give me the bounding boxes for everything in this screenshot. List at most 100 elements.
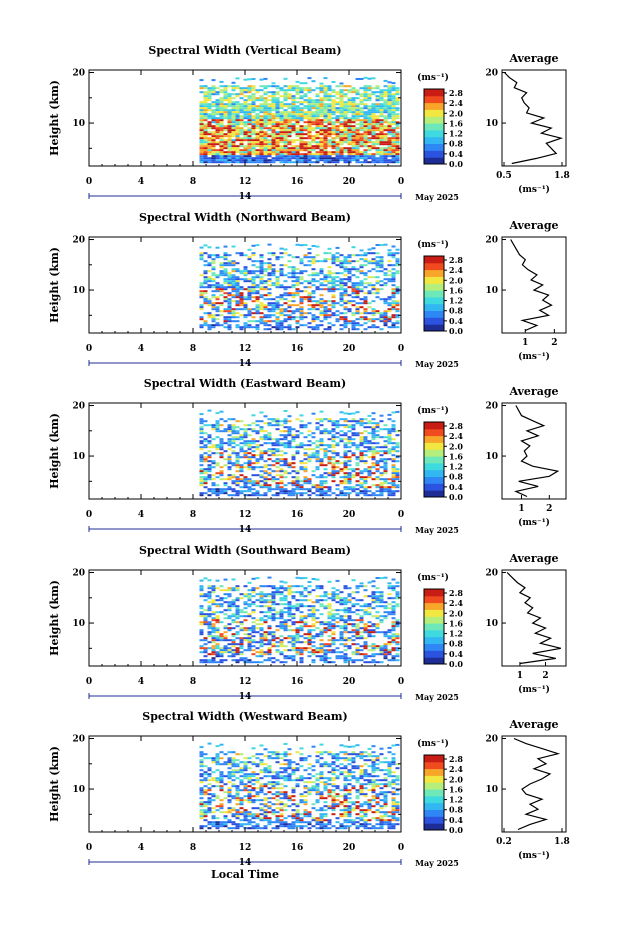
heatmap-cell	[327, 420, 332, 423]
heatmap-cell	[267, 490, 272, 493]
heatmap-cell	[227, 488, 232, 491]
heatmap-cell	[215, 635, 220, 638]
heatmap-cell	[315, 125, 320, 128]
x-tick-label: 16	[291, 344, 304, 354]
heatmap-cell	[391, 133, 396, 136]
heatmap-cell	[227, 300, 232, 303]
heatmap-cell	[383, 147, 388, 150]
heatmap-cell	[355, 290, 360, 293]
heatmap-cell	[235, 456, 240, 459]
heatmap-cell	[319, 424, 324, 427]
heatmap-cell	[279, 268, 284, 271]
heatmap-cell	[291, 119, 296, 122]
heatmap-cell	[239, 486, 244, 489]
colorbar-swatch	[424, 95, 444, 104]
heatmap-cell	[203, 659, 208, 662]
heatmap-cell	[295, 93, 300, 96]
heatmap-cell	[267, 659, 272, 662]
heatmap-cell	[299, 308, 304, 311]
heatmap-cell	[231, 131, 236, 134]
heatmap-cell	[223, 135, 228, 138]
heatmap-cell	[267, 113, 272, 116]
heatmap-cell	[219, 91, 224, 94]
heatmap-cell	[371, 159, 376, 162]
heatmap-cell	[291, 659, 296, 662]
heatmap-cell	[271, 609, 276, 612]
heatmap-cell	[227, 155, 232, 158]
heatmap-cell	[335, 85, 340, 88]
heatmap-cell	[351, 268, 356, 271]
heatmap-cell	[283, 492, 288, 495]
heatmap-cell	[303, 641, 308, 644]
heatmap-cell	[207, 494, 212, 497]
heatmap-cell	[343, 432, 348, 435]
heatmap-cell	[247, 161, 252, 164]
heatmap-cell	[283, 611, 288, 614]
heatmap-cell	[267, 442, 272, 445]
heatmap-cell	[287, 326, 292, 329]
heatmap-cell	[215, 127, 220, 130]
heatmap-cell	[231, 428, 236, 431]
heatmap-cell	[231, 274, 236, 277]
heatmap-cell	[235, 621, 240, 624]
heatmap-cell	[363, 157, 368, 160]
heatmap-cell	[199, 621, 204, 624]
heatmap-cell	[227, 97, 232, 100]
heatmap-cell	[383, 318, 388, 321]
heatmap-cell	[347, 99, 352, 102]
heatmap-cell	[207, 276, 212, 279]
heatmap-cell	[311, 589, 316, 592]
heatmap-cell	[291, 623, 296, 626]
heatmap-cell	[291, 639, 296, 642]
heatmap-cell	[395, 446, 400, 449]
heatmap-cell	[283, 318, 288, 321]
heatmap-cell	[307, 153, 312, 156]
heatmap-cell	[311, 117, 316, 120]
heatmap-cell	[279, 482, 284, 485]
heatmap-cell	[263, 653, 268, 656]
heatmap-cell	[307, 434, 312, 437]
heatmap-cell	[291, 270, 296, 273]
heatmap-cell	[227, 627, 232, 630]
heatmap-cell	[331, 615, 336, 618]
heatmap-cell	[203, 85, 208, 88]
heatmap-cell	[243, 121, 248, 124]
heatmap-cell	[231, 145, 236, 148]
heatmap-cell	[199, 129, 204, 132]
heatmap-cell	[319, 145, 324, 148]
heatmap-cell	[219, 659, 224, 662]
heatmap-cell	[379, 320, 384, 323]
heatmap-cell	[215, 444, 220, 447]
heatmap-cell	[291, 428, 296, 431]
heatmap-cell	[295, 484, 300, 487]
heatmap-cell	[223, 637, 228, 640]
heatmap-cell	[211, 631, 216, 634]
heatmap-cell	[227, 308, 232, 311]
heatmap-cell	[395, 302, 400, 305]
heatmap-cell	[267, 422, 272, 425]
heatmap-cell	[383, 268, 388, 271]
heatmap-cell	[363, 430, 368, 433]
heatmap-cell	[243, 155, 248, 158]
heatmap-cell	[207, 105, 212, 108]
heatmap-cell	[207, 87, 212, 90]
heatmap-cell	[359, 490, 364, 493]
heatmap-cell	[319, 605, 324, 608]
heatmap-cell	[363, 605, 368, 608]
heatmap-cell	[199, 292, 204, 295]
heatmap-cell	[371, 631, 376, 634]
heatmap-cell	[351, 322, 356, 325]
heatmap-cell	[391, 302, 396, 305]
heatmap-cell	[263, 282, 268, 285]
heatmap-cell	[335, 320, 340, 323]
heatmap-cell	[271, 460, 276, 463]
heatmap-cell	[355, 143, 360, 146]
heatmap-cell	[383, 127, 388, 130]
heatmap-cell	[275, 302, 280, 305]
heatmap-cell	[315, 107, 320, 110]
heatmap-cell	[267, 284, 272, 287]
heatmap-cell	[303, 454, 308, 457]
heatmap-cell	[395, 430, 400, 433]
heatmap-cell	[263, 109, 268, 112]
heatmap-cell	[287, 587, 292, 590]
